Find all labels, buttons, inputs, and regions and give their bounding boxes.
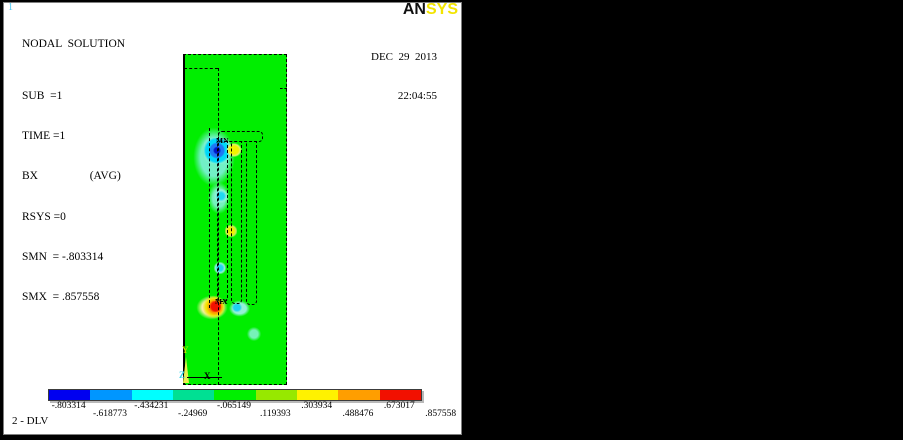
colorbar-value-label: -.618773 (92, 408, 127, 419)
colorbar-value-label: .488476 (342, 408, 374, 419)
triad-y-arrow-icon (183, 357, 189, 383)
vertical-slot-2 (231, 141, 242, 304)
colorbar-value-label: .857558 (425, 408, 457, 419)
legend-item: BX (AVG) (22, 170, 121, 183)
time-label: 22:04:55 (397, 90, 437, 102)
triad-x-axis-line (187, 377, 222, 378)
ansys-logo-an: AN (402, 1, 426, 18)
colorbar-segment-1 (90, 390, 132, 400)
model-contour-area[interactable] (183, 54, 287, 385)
vertical-slot-1 (217, 141, 228, 302)
legend-title: NODAL SOLUTION (22, 37, 126, 50)
triad-z-label: Z (179, 370, 186, 380)
colorbar-value-label: -.24969 (177, 408, 208, 419)
legend-sub: SUB =1 (22, 90, 63, 103)
timestamp: DEC 29 2013 22:04:55 (332, 25, 437, 116)
colorbar-segment-4 (214, 390, 256, 400)
colorbar-segment-3 (172, 390, 215, 400)
colorbar-segment-5 (255, 390, 297, 400)
colorbar-value-label: -.803314 (51, 400, 86, 411)
max-marker-label: MX (215, 297, 228, 306)
legend-smn: SMN = -.803314 (22, 250, 104, 263)
solution-legend: NODAL SOLUTION SUB =1 TIME =1 BX (AVG) R… (22, 11, 125, 318)
inner-outline-vertical (209, 128, 210, 308)
min-marker-label: MN (216, 136, 229, 145)
legend-rsys: RSYS =0 (22, 210, 66, 223)
colorbar-value-label: .119393 (260, 408, 291, 419)
legend-time: TIME =1 (22, 130, 66, 143)
plot-annotation: 2 - DLV (12, 415, 49, 427)
step-outline-vertical (218, 68, 219, 385)
triad-x-label: X (204, 371, 211, 381)
colorbar-value-label: -.434231 (134, 400, 169, 411)
date-label: DEC 29 2013 (371, 51, 437, 63)
colorbar-segment-8 (379, 390, 421, 400)
colorbar-segment-6 (296, 390, 339, 400)
ansys-logo: ANSYS (383, 1, 458, 19)
ansys-logo-sys: SYS (425, 1, 458, 18)
colorbar-value-label: .303934 (301, 400, 333, 411)
colorbar-value-label: -.065149 (216, 400, 251, 411)
step-outline-horizontal (184, 68, 218, 69)
window-number-label: 1 (8, 2, 13, 13)
legend-smx: SMX = .857558 (22, 291, 100, 304)
colorbar-value-label: .673017 (383, 400, 415, 411)
contour-colorbar (48, 389, 422, 401)
colorbar-segment-7 (338, 390, 380, 400)
right-edge-tick (280, 88, 287, 89)
colorbar-segment-0 (49, 390, 91, 400)
model-left-edge (183, 54, 185, 385)
colorbar-segment-2 (131, 390, 173, 400)
triad-y-label: Y (182, 345, 189, 355)
vertical-slot-3 (246, 141, 257, 305)
